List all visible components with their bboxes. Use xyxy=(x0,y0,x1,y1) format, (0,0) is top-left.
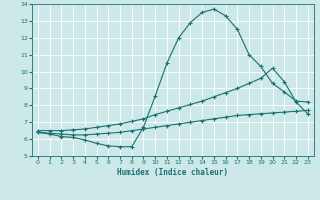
X-axis label: Humidex (Indice chaleur): Humidex (Indice chaleur) xyxy=(117,168,228,177)
